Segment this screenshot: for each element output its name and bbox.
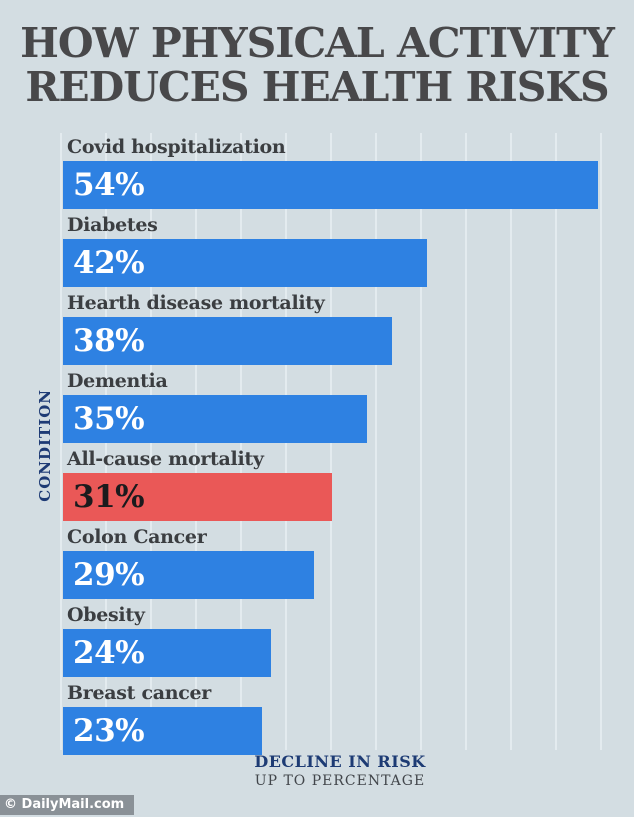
bar-value-label: 42% xyxy=(73,245,145,281)
bar-value-label: 38% xyxy=(73,323,145,359)
bar-rows: Covid hospitalization 54% Diabetes 42% H… xyxy=(60,133,620,755)
bar: 38% xyxy=(63,317,393,365)
chart-title-line1: HOW PHYSICAL ACTIVITY xyxy=(20,19,615,67)
bar-row: Dementia 35% xyxy=(60,370,620,443)
bar-value-label: 54% xyxy=(73,167,145,203)
bar: 31% xyxy=(63,473,332,521)
category-label: Breast cancer xyxy=(67,682,212,704)
bar: 23% xyxy=(63,707,263,755)
bar-row: Breast cancer 23% xyxy=(60,682,620,755)
bar-row: Obesity 24% xyxy=(60,604,620,677)
category-label: Colon Cancer xyxy=(67,526,207,548)
category-label: Covid hospitalization xyxy=(67,136,286,158)
x-axis-labels: DECLINE IN RISK UP TO PERCENTAGE xyxy=(60,752,620,789)
bar: 35% xyxy=(63,395,367,443)
chart-title-line2: REDUCES HEALTH RISKS xyxy=(25,62,609,111)
plot-area: Covid hospitalization 54% Diabetes 42% H… xyxy=(60,133,620,755)
category-label: All-cause mortality xyxy=(67,448,264,470)
bar-value-label: 35% xyxy=(73,401,145,437)
category-label: Dementia xyxy=(67,370,168,392)
category-label: Diabetes xyxy=(67,214,158,236)
bar-row: Colon Cancer 29% xyxy=(60,526,620,599)
chart-title: HOW PHYSICAL ACTIVITY REDUCES HEALTH RIS… xyxy=(0,19,634,111)
bar-row: Hearth disease mortality 38% xyxy=(60,292,620,365)
category-label: Obesity xyxy=(67,604,145,626)
y-axis-label: CONDITION xyxy=(36,389,54,502)
x-axis-label: DECLINE IN RISK xyxy=(254,752,426,771)
bar: 29% xyxy=(63,551,314,599)
bar-row: Diabetes 42% xyxy=(60,214,620,287)
bar-row: All-cause mortality 31% xyxy=(60,448,620,521)
bar-value-label: 31% xyxy=(73,479,145,515)
bar-value-label: 23% xyxy=(73,713,145,749)
bar: 42% xyxy=(63,239,427,287)
bar-value-label: 29% xyxy=(73,557,145,593)
x-axis-sublabel: UP TO PERCENTAGE xyxy=(254,773,426,789)
bar: 54% xyxy=(63,161,598,209)
bar: 24% xyxy=(63,629,272,677)
bar-value-label: 24% xyxy=(73,635,145,671)
bar-row: Covid hospitalization 54% xyxy=(60,136,620,209)
credit-badge: © DailyMail.com xyxy=(0,795,135,815)
category-label: Hearth disease mortality xyxy=(67,292,325,314)
